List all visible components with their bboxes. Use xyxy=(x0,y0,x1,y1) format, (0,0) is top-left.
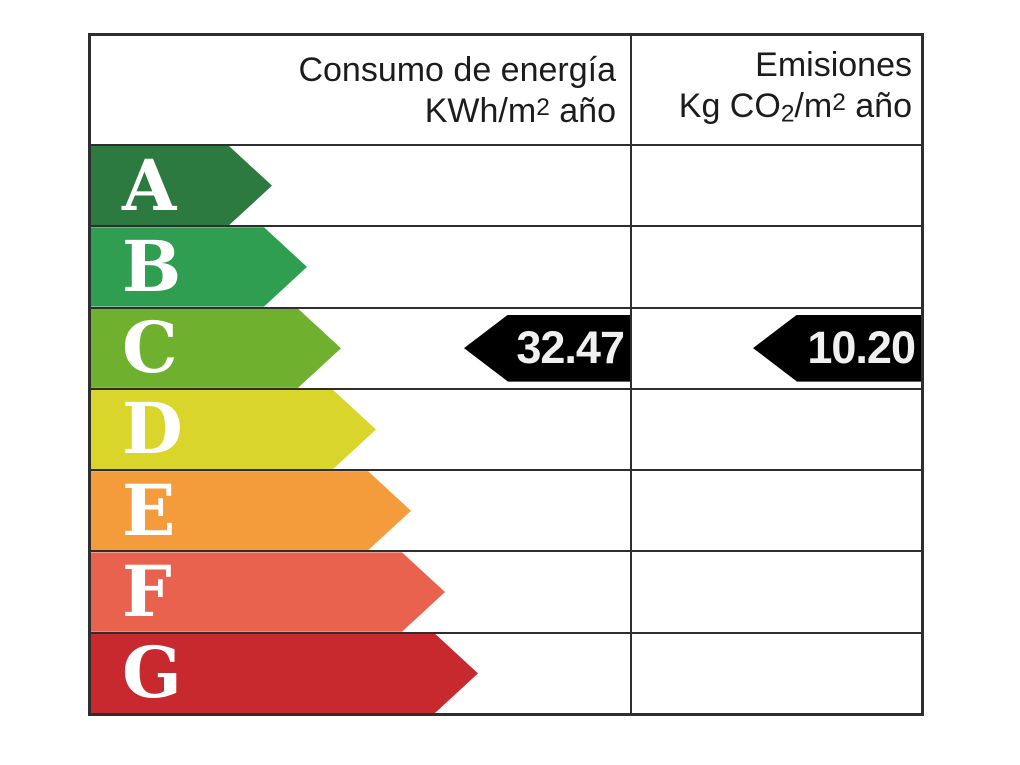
emissions-title: Emisiones xyxy=(755,46,912,85)
rating-letter-d: D xyxy=(122,387,183,471)
rating-bar-a: A xyxy=(91,146,272,225)
rating-bar-g: G xyxy=(91,634,478,713)
squared-superscript: 2 xyxy=(832,89,846,117)
rating-row-e-consumption-cell: E xyxy=(91,471,632,551)
emissions-value: 10.20 xyxy=(807,322,916,374)
rating-row-c: C 32.47 10.20 xyxy=(91,306,921,388)
rating-letter-a: A xyxy=(122,143,177,227)
emissions-value-arrow: 10.20 xyxy=(753,314,921,382)
rating-row-d: D xyxy=(91,387,921,470)
rating-row-c-emissions-cell: 10.20 xyxy=(632,309,921,388)
rating-letter-b: B xyxy=(122,224,182,308)
consumption-value-arrow: 32.47 xyxy=(464,314,630,382)
rating-row-f-consumption-cell: F xyxy=(91,552,632,632)
rating-bar-e: E xyxy=(91,471,411,550)
consumption-value: 32.47 xyxy=(516,322,625,374)
rating-bar-d: D xyxy=(91,390,376,469)
rating-row-b-emissions-cell xyxy=(632,227,921,306)
consumption-title: Consumo de energía xyxy=(298,50,616,89)
rating-row-c-consumption-cell: C 32.47 xyxy=(91,308,632,388)
rating-row-f: F xyxy=(91,550,921,632)
rating-bar-b: B xyxy=(91,227,307,306)
co2-subscript: 2 xyxy=(780,100,795,128)
rating-row-b-consumption-cell: B xyxy=(91,227,632,307)
emissions-header: Emisiones Kg CO2/m2 año xyxy=(632,36,921,144)
consumption-header: Consumo de energía KWh/m2 año xyxy=(91,36,632,144)
rating-row-a-consumption-cell: A xyxy=(91,146,632,226)
rating-bar-f: F xyxy=(91,552,445,631)
rating-row-d-emissions-cell xyxy=(632,390,921,469)
rating-letter-g: G xyxy=(122,631,182,715)
rating-row-g-consumption-cell: G xyxy=(91,633,632,713)
rating-row-b: B xyxy=(91,225,921,307)
rating-row-e-emissions-cell xyxy=(632,471,921,550)
rating-row-f-emissions-cell xyxy=(632,552,921,631)
consumption-unit: KWh/m2 año xyxy=(424,91,616,130)
rating-row-a-emissions-cell xyxy=(632,146,921,225)
rating-row-g-emissions-cell xyxy=(632,634,921,713)
squared-superscript: 2 xyxy=(536,93,550,121)
rating-letter-e: E xyxy=(122,468,176,552)
rating-row-d-consumption-cell: D xyxy=(91,389,632,470)
rating-table: Consumo de energía KWh/m2 año Emisiones … xyxy=(88,33,924,716)
rating-bar-c: C xyxy=(91,309,341,388)
emissions-unit: Kg CO2/m2 año xyxy=(678,87,912,128)
header-row: Consumo de energía KWh/m2 año Emisiones … xyxy=(91,36,921,144)
rating-letter-f: F xyxy=(122,550,172,634)
rating-row-e: E xyxy=(91,469,921,551)
rating-letter-c: C xyxy=(122,306,178,390)
rating-row-a: A xyxy=(91,144,921,226)
rating-row-g: G xyxy=(91,631,921,713)
